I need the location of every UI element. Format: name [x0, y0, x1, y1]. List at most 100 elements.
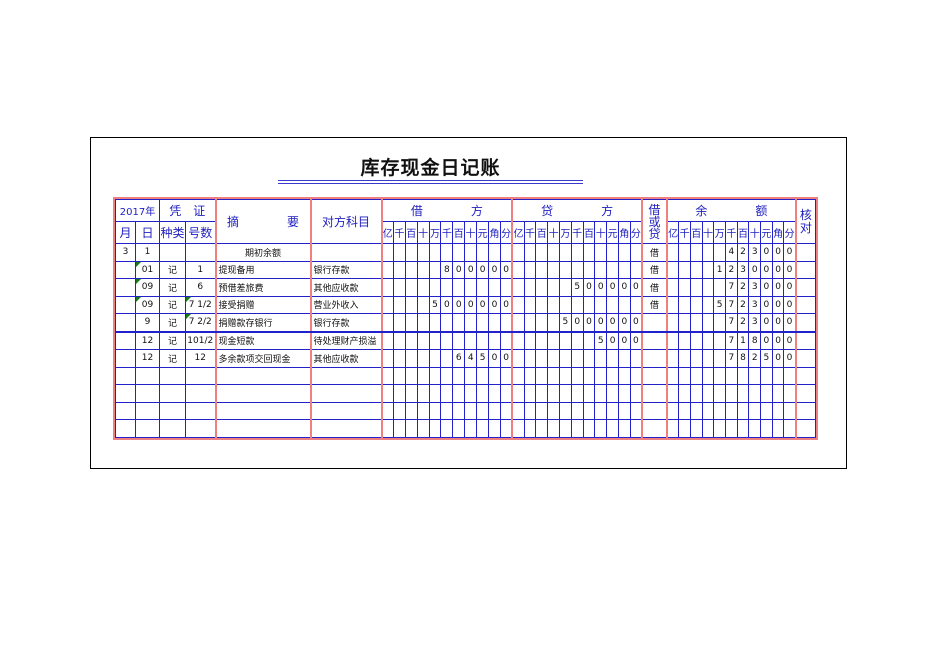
- summary-cell: [214, 419, 311, 438]
- credit-digit-header: 十: [594, 221, 608, 244]
- credit-digit-cell: [617, 349, 631, 368]
- balance-digit-cell: [666, 278, 680, 297]
- credit-digit-cell: [535, 419, 549, 438]
- credit-digit-header: 百: [582, 221, 596, 244]
- type-cell: [159, 384, 186, 403]
- credit-digit-cell: [582, 243, 596, 262]
- balance-digit-cell: [678, 419, 691, 438]
- day-cell: 12: [135, 349, 160, 368]
- debit-digit-cell: 8: [440, 260, 454, 279]
- balance-digit-cell: [701, 419, 715, 438]
- credit-digit-cell: 0: [606, 331, 619, 350]
- debit-digit-cell: [499, 278, 513, 297]
- debit-digit-cell: [404, 331, 418, 350]
- balance-digit-cell: 1: [713, 260, 726, 279]
- credit-digit-header: 万: [558, 221, 572, 244]
- account-cell: 其他应收款: [309, 278, 382, 297]
- number-cell: 6: [185, 278, 216, 297]
- debit-digit-cell: [452, 313, 466, 333]
- credit-digit-cell: [606, 243, 619, 262]
- balance-digit-cell: [689, 278, 703, 297]
- balance-digit-cell: [689, 419, 703, 438]
- type-cell: 记: [159, 313, 186, 333]
- credit-digit-cell: [606, 295, 619, 314]
- voucher-header: 凭 证: [159, 199, 216, 222]
- balance-digit-cell: [713, 331, 726, 350]
- table-row[interactable]: 3 1 期初余额借 4 2 3 0 0 0: [115, 243, 817, 262]
- credit-digit-cell: 5: [558, 313, 572, 333]
- table-row[interactable]: [115, 366, 817, 385]
- credit-digit-cell: [511, 295, 525, 314]
- day-cell: [135, 366, 160, 385]
- debit-digit-cell: [440, 313, 454, 333]
- account-cell: 营业外收入: [309, 295, 382, 314]
- table-row[interactable]: 12 记 12 多余款项交回现金 其他应收款 6 4 5 0 0 7 8 2 5 0 0: [115, 349, 817, 368]
- debit-digit-cell: [428, 331, 442, 350]
- credit-digit-cell: [535, 366, 549, 385]
- debit-digit-cell: [452, 419, 466, 438]
- account-cell: [309, 419, 382, 438]
- balance-digit-header: 分: [783, 221, 797, 244]
- credit-digit-cell: [570, 260, 584, 279]
- debit-digit-cell: [380, 419, 394, 438]
- balance-digit-cell: [713, 313, 726, 333]
- balance-digit-cell: [701, 401, 715, 420]
- credit-digit-cell: 0: [594, 313, 608, 333]
- debit-digit-cell: [452, 278, 466, 297]
- credit-digit-cell: [558, 401, 572, 420]
- balance-digit-cell: [783, 384, 797, 403]
- number-cell: 7 1/2: [185, 295, 216, 314]
- table-row[interactable]: 09 记 6 预借差旅费 其他应收款 5 0 0 0 0 0 借 7 2 3 0 0 0: [115, 278, 817, 297]
- debit-digit-cell: [464, 243, 478, 262]
- debit-digit-cell: [428, 419, 442, 438]
- balance-digit-cell: [725, 419, 738, 438]
- credit-digit-cell: [511, 419, 525, 438]
- balance-digit-cell: 0: [783, 331, 797, 350]
- number-cell: 1: [185, 260, 216, 279]
- credit-digit-cell: [570, 401, 584, 420]
- credit-digit-cell: [594, 419, 608, 438]
- table-row[interactable]: [115, 401, 817, 420]
- balance-digit-cell: 0: [748, 260, 762, 279]
- debit-digit-cell: [380, 278, 394, 297]
- credit-digit-cell: [558, 278, 572, 297]
- balance-digit-cell: [701, 295, 715, 314]
- credit-digit-cell: [558, 260, 572, 279]
- balance-digit-cell: 0: [760, 243, 773, 262]
- table-row[interactable]: 12 记 101/2 现金短款 待处理财产损溢 5 0 0 0 7 1 8 0 0 0: [115, 331, 817, 350]
- debit-digit-cell: [464, 419, 478, 438]
- table-row[interactable]: 01 记 1 提现备用 银行存款 8 0 0 0 0 0 借 1 2 3 0 0 0 0: [115, 260, 817, 279]
- table-row[interactable]: [115, 419, 817, 438]
- direction-cell: 借: [641, 260, 668, 279]
- balance-digit-cell: [713, 384, 726, 403]
- credit-digit-cell: [547, 278, 560, 297]
- debit-digit-cell: [392, 419, 406, 438]
- debit-digit-cell: 0: [464, 295, 478, 314]
- credit-digit-cell: [617, 366, 631, 385]
- balance-digit-cell: [678, 331, 691, 350]
- direction-cell: 借: [641, 243, 668, 262]
- balance-digit-cell: [760, 419, 773, 438]
- debit-digit-cell: [464, 366, 478, 385]
- credit-digit-cell: [523, 243, 537, 262]
- debit-digit-cell: [476, 401, 490, 420]
- balance-digit-cell: [689, 366, 703, 385]
- debit-digit-cell: [392, 260, 406, 279]
- month-cell: [115, 419, 136, 438]
- balance-digit-cell: [666, 313, 680, 333]
- credit-digit-cell: [511, 243, 525, 262]
- debit-digit-cell: [428, 313, 442, 333]
- balance-digit-cell: [666, 295, 680, 314]
- account-cell: 银行存款: [309, 260, 382, 279]
- balance-digit-cell: [736, 401, 750, 420]
- credit-digit-cell: [594, 260, 608, 279]
- day-cell: [135, 401, 160, 420]
- balance-digit-cell: 5: [713, 295, 726, 314]
- table-row[interactable]: 09 记 7 1/2 接受捐赠 营业外收入 5 0 0 0 0 0 0 借 5 7 2 3 0 0 0: [115, 295, 817, 314]
- direction-cell: 借: [641, 295, 668, 314]
- balance-digit-cell: 5: [760, 349, 773, 368]
- table-row[interactable]: [115, 384, 817, 403]
- number-cell: [185, 419, 216, 438]
- balance-digit-cell: [725, 366, 738, 385]
